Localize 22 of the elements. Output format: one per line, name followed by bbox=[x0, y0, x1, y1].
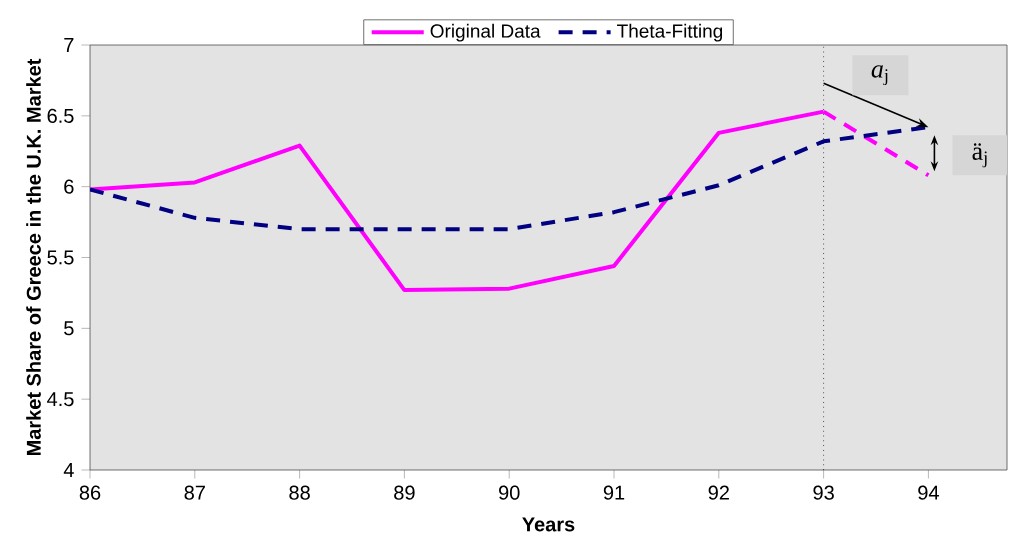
x-axis-title: Years bbox=[522, 517, 575, 532]
x-tick-label: 87 bbox=[184, 485, 205, 500]
x-tick-label: 89 bbox=[394, 485, 415, 500]
y-tick-label: 6.5 bbox=[47, 108, 74, 123]
y-tick-label: 5.5 bbox=[47, 250, 74, 265]
x-tick-label: 86 bbox=[79, 485, 101, 500]
y-tick-label: 6 bbox=[64, 179, 74, 194]
y-tick-label: 7 bbox=[64, 38, 74, 52]
x-tick-label: 90 bbox=[499, 485, 520, 500]
annotation: ä$_{j}$ bbox=[972, 143, 987, 168]
x-tick-label: 91 bbox=[603, 485, 625, 500]
legend-label: Theta-Fitting bbox=[617, 23, 723, 42]
x-tick-label: 88 bbox=[289, 485, 310, 500]
x-tick-label: 94 bbox=[918, 485, 939, 500]
annotation: a$_{j}$ bbox=[871, 65, 888, 86]
y-axis-title: Market Share of Greece in the U.K. Market bbox=[26, 58, 41, 456]
y-tick-label: 4.5 bbox=[47, 392, 74, 407]
y-tick-label: 4 bbox=[63, 463, 74, 477]
x-tick-label: 92 bbox=[708, 485, 729, 500]
x-tick-label: 93 bbox=[813, 485, 834, 500]
y-tick-label: 5 bbox=[64, 321, 74, 336]
legend-label: Original Data bbox=[430, 23, 541, 42]
